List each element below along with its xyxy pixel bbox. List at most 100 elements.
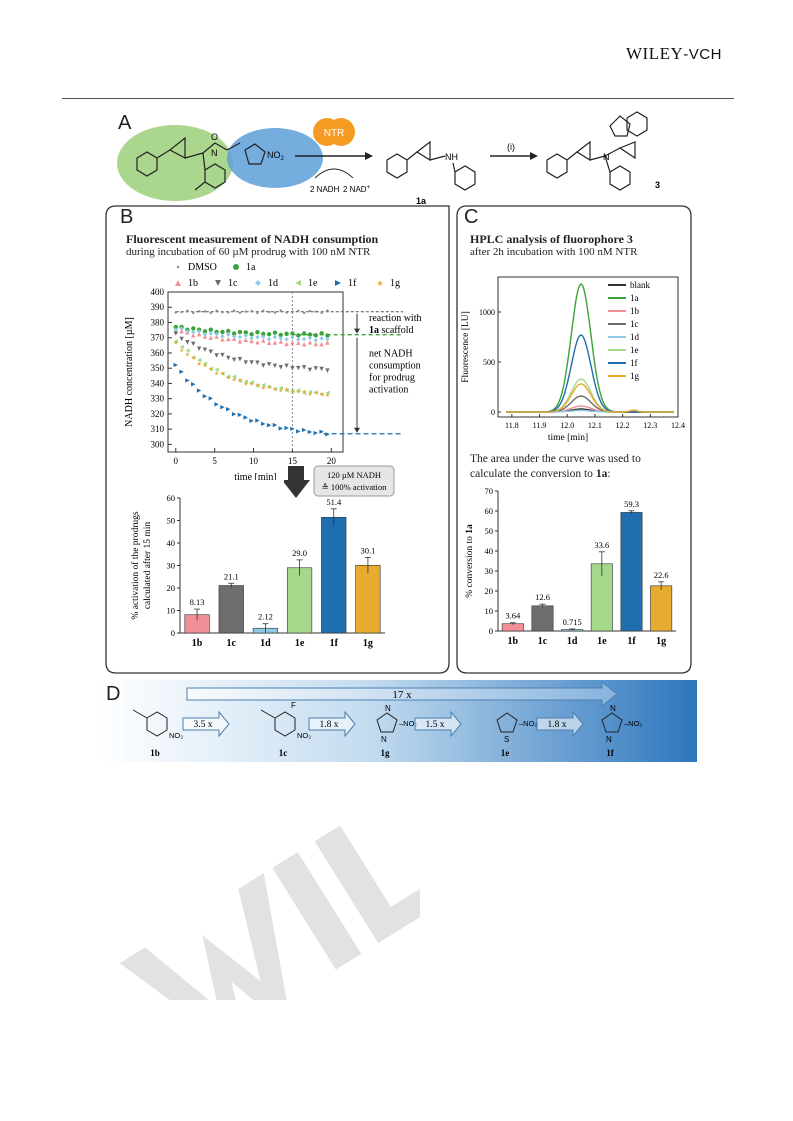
category-label-1e: 1e [597, 636, 607, 647]
chromatogram-1f [506, 334, 674, 413]
legend-label-1f: 1f [630, 358, 638, 368]
y-tick-label: 60 [485, 506, 494, 516]
data-point-1b [196, 331, 202, 337]
bar-value-label-1e: 33.6 [594, 540, 609, 550]
data-point-1f [325, 432, 330, 437]
watermark [119, 825, 420, 1000]
data-point-1b [179, 328, 184, 334]
data-point-1d [220, 334, 225, 339]
compound-1c: NO₂ F 1c [260, 701, 311, 758]
x-tick-label: 11.8 [505, 421, 519, 430]
annotation-net-line: net NADH [369, 349, 413, 360]
data-point-1a [173, 324, 178, 330]
sulfur-atom: S [504, 735, 509, 744]
data-point-1f [179, 369, 184, 374]
data-point-1a [266, 332, 272, 337]
data-point-1b [237, 339, 243, 344]
data-point-DMSO [238, 311, 242, 315]
data-point-1d [196, 329, 202, 334]
reaction-arrow-head [354, 328, 360, 334]
step-arrow-1 [182, 710, 230, 738]
step-arrow-2 [308, 710, 356, 738]
data-point-1d [284, 337, 289, 342]
data-point-1b [255, 340, 260, 345]
plot-frame [167, 291, 344, 453]
data-point-DMSO [273, 311, 277, 314]
prodrug-structure [136, 136, 266, 191]
legend-marker-1g [377, 280, 383, 286]
data-point-1g [296, 389, 301, 394]
annotation-net-line: for prodrug [369, 373, 415, 384]
data-point-1c [307, 367, 313, 373]
overall-improvement-arrow [186, 680, 618, 708]
y-tick-label: 340 [151, 378, 165, 388]
x-tick-label: 11.9 [533, 421, 547, 430]
bar-y-label-line2: calculated after 15 min [142, 522, 153, 610]
data-point-1g [196, 361, 202, 366]
data-point-1b [325, 340, 330, 345]
panel-b-frame [105, 205, 450, 674]
nitro-group: –NO₂ [624, 719, 642, 728]
product-1a-structure [386, 140, 476, 191]
callout-line2: ≙ 100% activation [322, 482, 387, 492]
data-point-1c [226, 355, 231, 361]
panel-c-frame [456, 205, 692, 674]
step-factor-3: 1.5 x [426, 720, 445, 730]
bar-value-label-1f: 59.3 [624, 499, 639, 509]
data-point-1b [249, 338, 254, 344]
data-point-1f [255, 418, 260, 423]
data-point-DMSO [320, 311, 323, 315]
data-point-1c [173, 331, 178, 336]
data-point-1c [243, 360, 248, 365]
cofactor-nadh: 2 NADH [310, 185, 340, 194]
data-point-1e [196, 357, 202, 363]
data-point-1g [243, 381, 248, 386]
data-point-1c [313, 366, 318, 371]
bar-1g [355, 564, 381, 634]
panel-c-letter: C [464, 206, 479, 228]
data-point-1a [202, 329, 208, 334]
category-label-1d: 1d [567, 636, 578, 647]
data-point-1a [243, 330, 248, 335]
legend-label-1a: 1a [630, 293, 639, 303]
data-point-1g [261, 385, 266, 390]
publisher-logo: WILEY-VCH [626, 44, 722, 64]
data-point-1d [278, 336, 283, 341]
y-tick-label: 70 [485, 486, 494, 496]
data-point-DMSO [279, 309, 282, 312]
legend-label-1g: 1g [630, 371, 640, 381]
atom-n: N [211, 148, 218, 158]
compound-label-1e: 1e [501, 748, 510, 758]
bar-value-label-1g: 30.1 [360, 545, 375, 555]
data-point-DMSO [192, 311, 195, 315]
data-point-1g [231, 377, 237, 382]
data-point-DMSO [267, 310, 271, 314]
x-axis-label: time [min] [548, 433, 588, 443]
bar-value-label-1c: 12.6 [535, 592, 550, 602]
n-methyl: N [610, 704, 616, 713]
data-point-1g [185, 351, 190, 357]
data-point-1g [202, 363, 208, 368]
x-axis-label: time [min] [234, 472, 277, 480]
bar-value-label-1d: 0.715 [563, 617, 582, 627]
data-point-DMSO [291, 310, 294, 314]
data-point-DMSO [203, 310, 207, 313]
data-point-1a [313, 333, 318, 338]
bar-value-label-1g: 22.6 [654, 570, 669, 580]
legend-label-1c: 1c [228, 278, 238, 289]
data-point-1f [307, 429, 313, 435]
data-point-1d [173, 327, 178, 332]
legend-label-1b: 1b [630, 306, 640, 316]
data-point-1e [301, 390, 307, 396]
data-point-1f [220, 404, 225, 410]
cofactor-nad: 2 NAD+ [343, 185, 371, 194]
y-tick-label: 330 [151, 394, 165, 404]
data-point-DMSO [232, 309, 236, 312]
bar-1e [286, 567, 313, 634]
data-point-1b [272, 340, 278, 345]
legend-label-1b: 1b [188, 278, 198, 289]
bar-y-label-bold: 1a [465, 524, 475, 534]
data-point-1g [325, 392, 330, 397]
activation-bar-chart: 0 10 20 30 40 50 60 8.13 1b 21.1 1c 2.12 1d 29.0 1e 51.… [130, 493, 385, 649]
y-tick-label: 350 [151, 363, 165, 373]
